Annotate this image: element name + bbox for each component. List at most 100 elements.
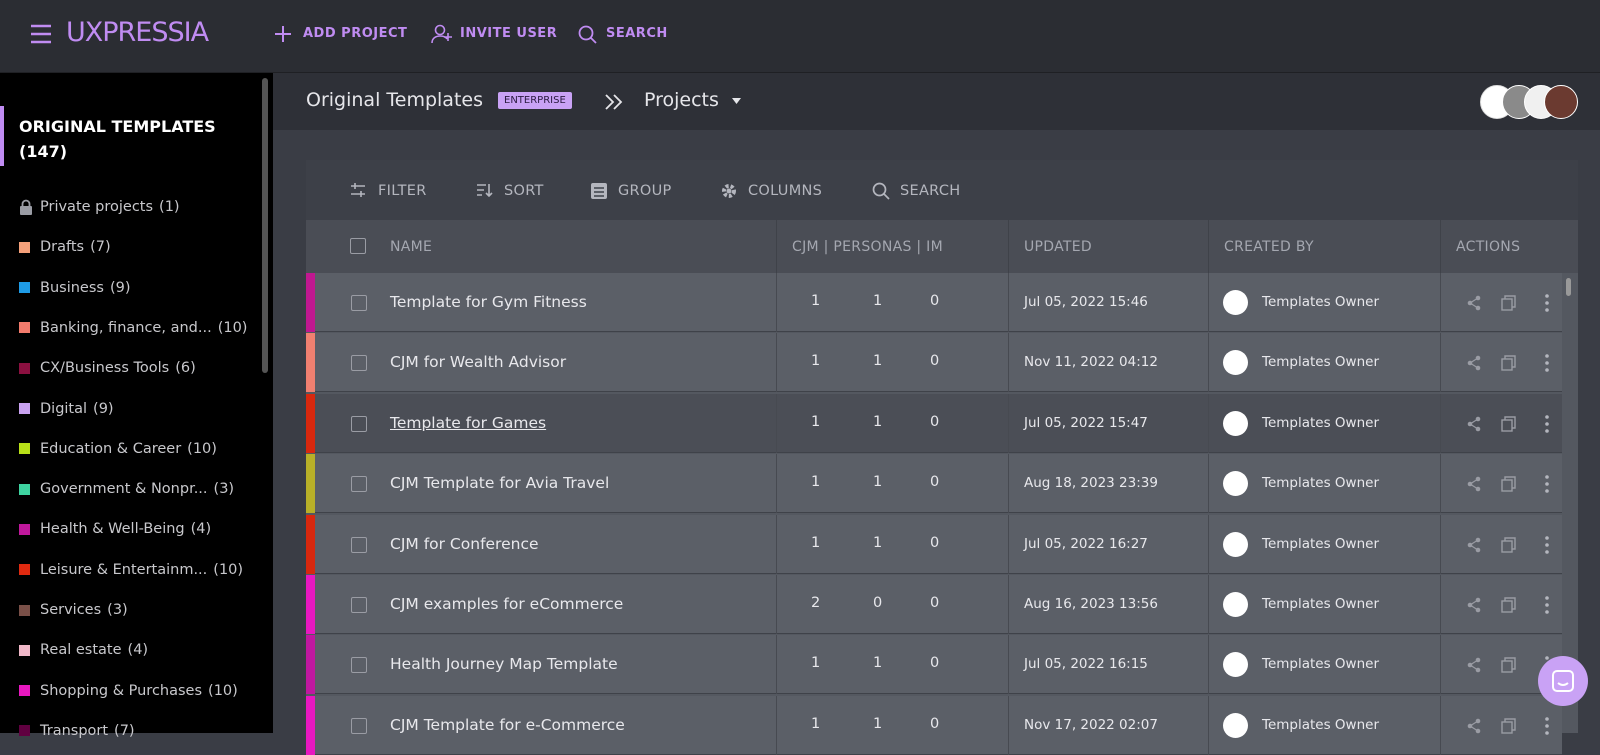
sidebar-item[interactable]: Drafts (7) (19, 237, 111, 257)
category-count: (9) (109, 279, 131, 296)
sidebar-item[interactable]: Education & Career (10) (19, 439, 217, 459)
table-row[interactable]: CJM for Conference 1 1 0 Jul 05, 2022 16:27 T… (306, 514, 1562, 574)
column-divider (1208, 454, 1209, 514)
toolbar-button[interactable]: FILTER (350, 182, 427, 200)
chat-button[interactable] (1538, 656, 1588, 706)
project-name[interactable]: Health Journey Map Template (390, 655, 618, 674)
count-cjm: 1 (811, 655, 821, 672)
sidebar-item[interactable]: Private projects (1) (19, 197, 180, 217)
column-divider (1008, 333, 1009, 393)
category-color (19, 564, 30, 576)
table-row[interactable]: Health Journey Map Template 1 1 0 Jul 05, 20… (306, 635, 1562, 695)
column-header[interactable]: CJM | PERSONAS | IM (792, 239, 943, 255)
project-name[interactable]: CJM Template for e-Commerce (390, 715, 625, 734)
row-checkbox[interactable] (351, 657, 367, 674)
workspace-name[interactable]: Original Templates (306, 89, 483, 111)
column-divider (776, 393, 777, 453)
category-label: Drafts (40, 239, 85, 256)
nav-link[interactable]: SEARCH (606, 26, 668, 41)
nav-link[interactable]: ADD PROJECT (303, 26, 408, 41)
toolbar-button[interactable]: COLUMNS (720, 182, 822, 200)
row-actions[interactable] (1466, 535, 1556, 555)
count-personas: 1 (873, 293, 883, 309)
column-divider (776, 575, 777, 634)
column-divider (1208, 514, 1209, 574)
dropdown-caret[interactable] (732, 98, 742, 106)
column-divider (776, 514, 777, 574)
category-color (19, 403, 30, 414)
project-name[interactable]: CJM Template for Avia Travel (390, 474, 610, 493)
row-actions[interactable] (1466, 595, 1556, 615)
project-name[interactable]: Template for Games (390, 413, 547, 432)
table-row[interactable]: CJM Template for Avia Travel 1 1 0 Aug 18, 2… (306, 454, 1562, 514)
column-header[interactable]: NAME (390, 239, 433, 255)
toolbar-label: FILTER (378, 183, 427, 199)
logo[interactable]: UXPRESSIA (66, 17, 209, 48)
sidebar-item[interactable]: CX/Business Tools (6) (19, 358, 196, 378)
row-actions[interactable] (1466, 353, 1556, 373)
invite-icon (431, 24, 452, 44)
project-name[interactable]: CJM for Wealth Advisor (390, 353, 567, 372)
sidebar-item[interactable]: Shopping & Purchases (10) (19, 681, 238, 701)
row-checkbox[interactable] (351, 295, 367, 311)
category-count: (9) (93, 400, 114, 417)
column-divider (1440, 514, 1441, 574)
toolbar-button[interactable]: SEARCH (872, 182, 960, 200)
select-all[interactable] (350, 238, 366, 254)
row-checkbox[interactable] (351, 717, 367, 734)
table-row[interactable]: Template for Games 1 1 0 Jul 05, 2022 15:47 T… (306, 393, 1562, 453)
row-actions[interactable] (1466, 474, 1556, 494)
avatars[interactable] (1480, 84, 1580, 120)
category-count: (3) (107, 602, 128, 618)
table-row[interactable]: Template for Gym Fitness 1 1 0 Jul 05, 2022 … (306, 273, 1562, 332)
sidebar-item[interactable]: Services (3) (19, 600, 128, 620)
category-color (19, 241, 30, 253)
category-count: (10) (187, 440, 217, 457)
menu-icon[interactable] (29, 22, 53, 46)
sidebar-item[interactable]: Real estate (4) (19, 640, 148, 660)
table-scrollbar (1566, 278, 1571, 296)
category-label: Private projects (40, 199, 154, 215)
table-row[interactable]: CJM Template for e-Commerce 1 1 0 Nov 17, 20… (306, 695, 1562, 755)
category-color (19, 362, 30, 374)
nav-link[interactable]: INVITE USER (460, 26, 558, 41)
row-checkbox[interactable] (351, 415, 367, 432)
row-checkbox[interactable] (351, 597, 367, 613)
project-name[interactable]: CJM examples for eCommerce (390, 595, 624, 613)
column-divider (776, 635, 777, 695)
sidebar-item[interactable]: Business (9) (19, 278, 131, 298)
toolbar-label: SEARCH (900, 183, 961, 199)
category-stripe (306, 333, 315, 393)
column-header[interactable]: CREATED BY (1224, 239, 1314, 255)
sidebar-item[interactable]: Transport (7) (19, 721, 135, 741)
sidebar-item[interactable]: Government & Nonpr... (3) (19, 479, 234, 499)
sidebar-item[interactable]: Digital (9) (19, 399, 114, 419)
toolbar-button[interactable]: GROUP (590, 182, 672, 200)
section-name[interactable]: Projects (644, 89, 719, 111)
column-divider (1008, 273, 1009, 332)
category-label: Shopping & Purchases (40, 682, 203, 699)
sidebar-item[interactable]: Banking, finance, and... (10) (19, 318, 247, 338)
column-divider (1208, 575, 1209, 634)
project-name[interactable]: Template for Gym Fitness (390, 293, 587, 311)
row-checkbox[interactable] (351, 355, 367, 372)
row-checkbox[interactable] (351, 536, 367, 553)
plan-badge: ENTERPRISE (498, 92, 572, 109)
table-row[interactable]: CJM examples for eCommerce 2 0 0 Aug 16, 202… (306, 575, 1562, 634)
table-row[interactable]: CJM for Wealth Advisor 1 1 0 Nov 11, 2022 04… (306, 333, 1562, 393)
column-divider (1440, 575, 1441, 634)
sidebar-item[interactable]: Leisure & Entertainm... (10) (19, 560, 243, 580)
column-header[interactable]: UPDATED (1024, 239, 1092, 255)
count-im: 0 (930, 715, 940, 732)
count-im: 0 (930, 293, 940, 309)
row-actions[interactable] (1466, 293, 1556, 313)
project-name[interactable]: CJM for Conference (390, 534, 539, 553)
column-divider (1208, 695, 1209, 755)
add-icon (275, 26, 291, 42)
sidebar-item[interactable]: Health & Well-Being (4) (19, 519, 211, 539)
row-actions[interactable] (1466, 414, 1556, 434)
column-divider (1208, 333, 1209, 393)
toolbar-button[interactable]: SORT (476, 182, 544, 200)
sidebar-title[interactable]: ORIGINAL TEMPLATES (147) (19, 117, 216, 161)
row-checkbox[interactable] (351, 476, 367, 493)
